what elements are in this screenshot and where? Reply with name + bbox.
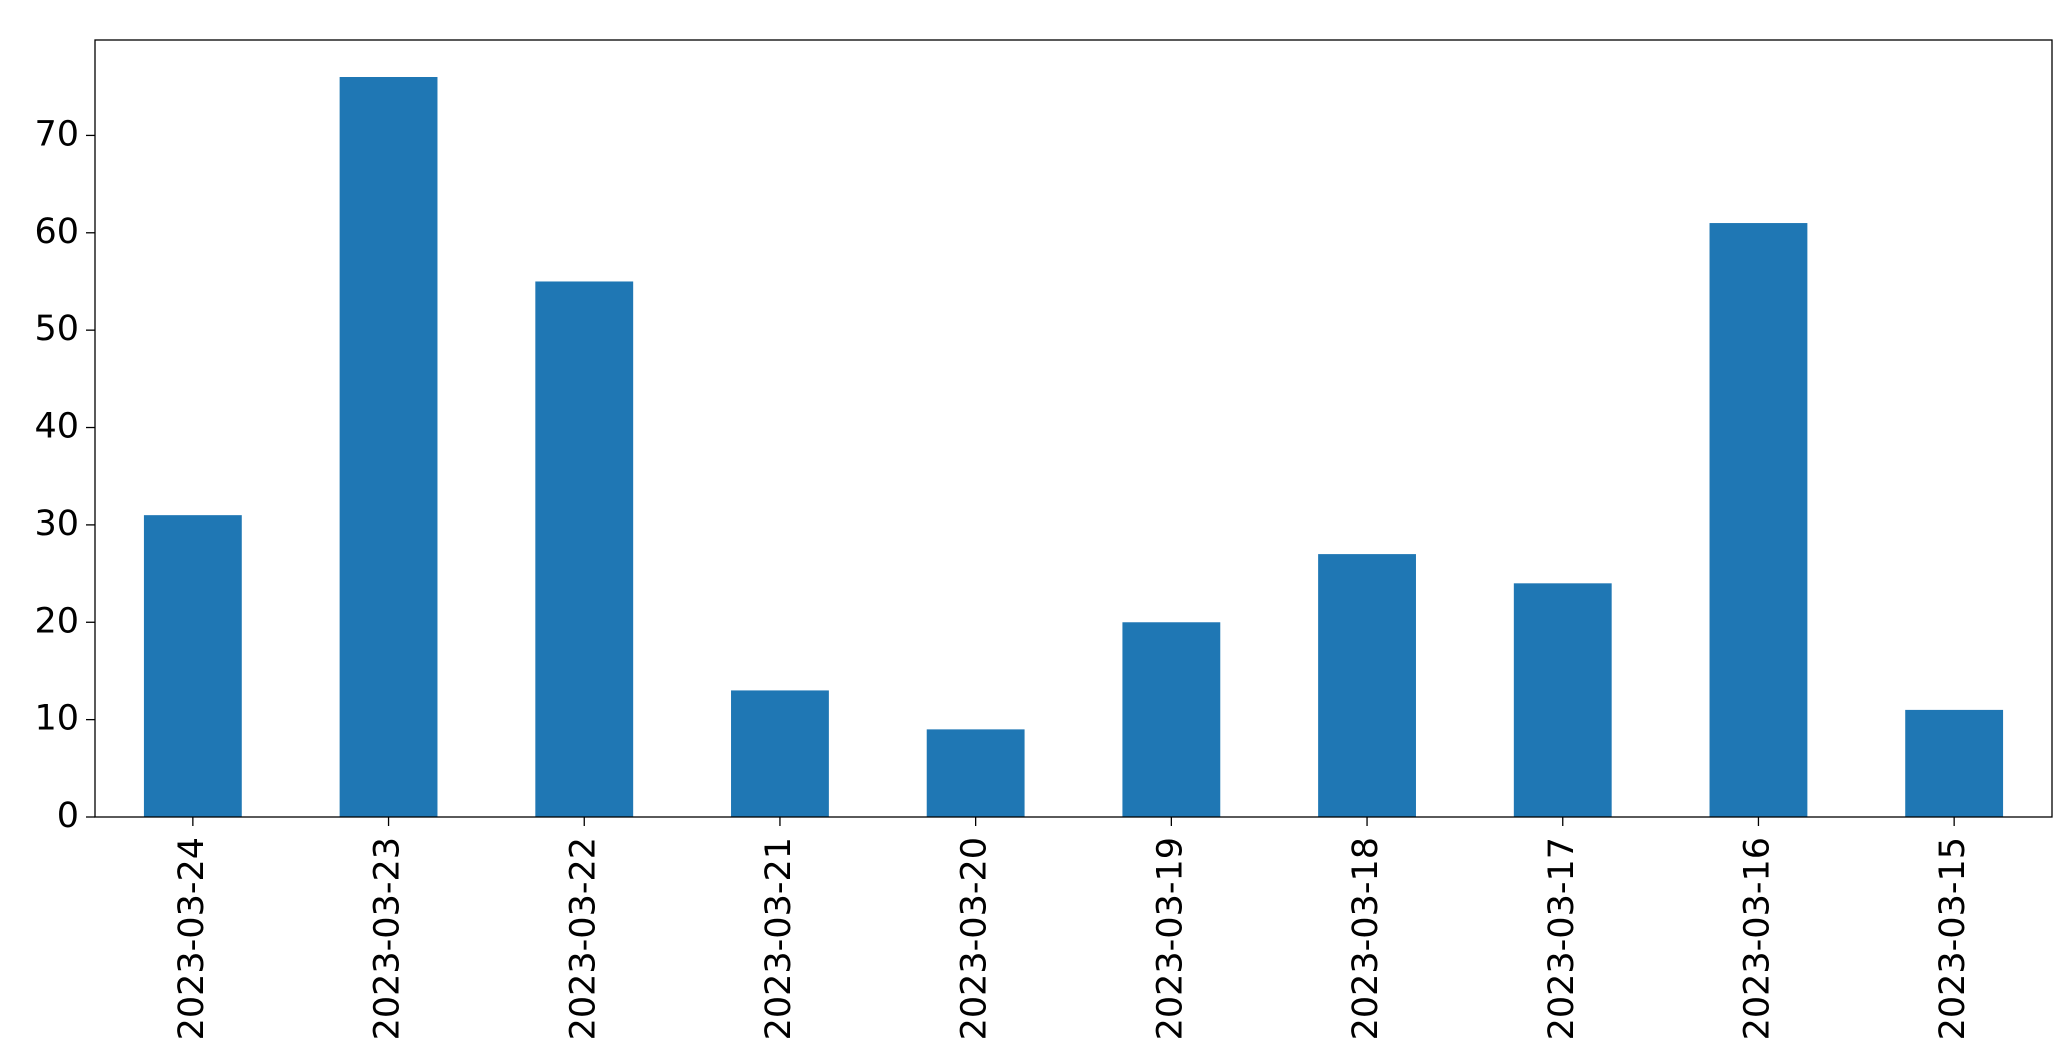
bar <box>1905 709 2004 817</box>
bar <box>535 281 634 817</box>
bar <box>339 77 438 817</box>
y-tick-label: 0 <box>57 796 79 836</box>
y-tick-label: 10 <box>34 699 79 739</box>
bar <box>1318 554 1416 817</box>
bar <box>731 690 829 817</box>
bar <box>1122 622 1221 817</box>
bar <box>143 515 242 817</box>
x-tick-label: 2023-03-15 <box>1933 837 1973 1040</box>
y-tick-label: 50 <box>34 309 79 349</box>
x-tick-label: 2023-03-16 <box>1737 837 1777 1040</box>
bar <box>926 729 1025 817</box>
x-tick-label: 2023-03-24 <box>172 837 212 1040</box>
x-tick-label: 2023-03-23 <box>368 837 408 1040</box>
x-tick-label: 2023-03-20 <box>955 837 995 1040</box>
bar <box>1709 223 1808 818</box>
x-tick-label: 2023-03-19 <box>1150 837 1190 1040</box>
x-tick-label: 2023-03-17 <box>1542 837 1582 1040</box>
y-tick-label: 40 <box>34 407 79 447</box>
y-tick-label: 20 <box>34 601 79 641</box>
plot-frame <box>94 39 2053 818</box>
y-tick-label: 70 <box>34 114 79 154</box>
x-tick-label: 2023-03-18 <box>1346 837 1386 1040</box>
bar <box>1513 583 1612 817</box>
x-tick-label: 2023-03-22 <box>563 837 603 1040</box>
x-tick-label: 2023-03-21 <box>759 837 799 1040</box>
y-tick-label: 60 <box>34 212 79 252</box>
y-tick-label: 30 <box>34 504 79 544</box>
